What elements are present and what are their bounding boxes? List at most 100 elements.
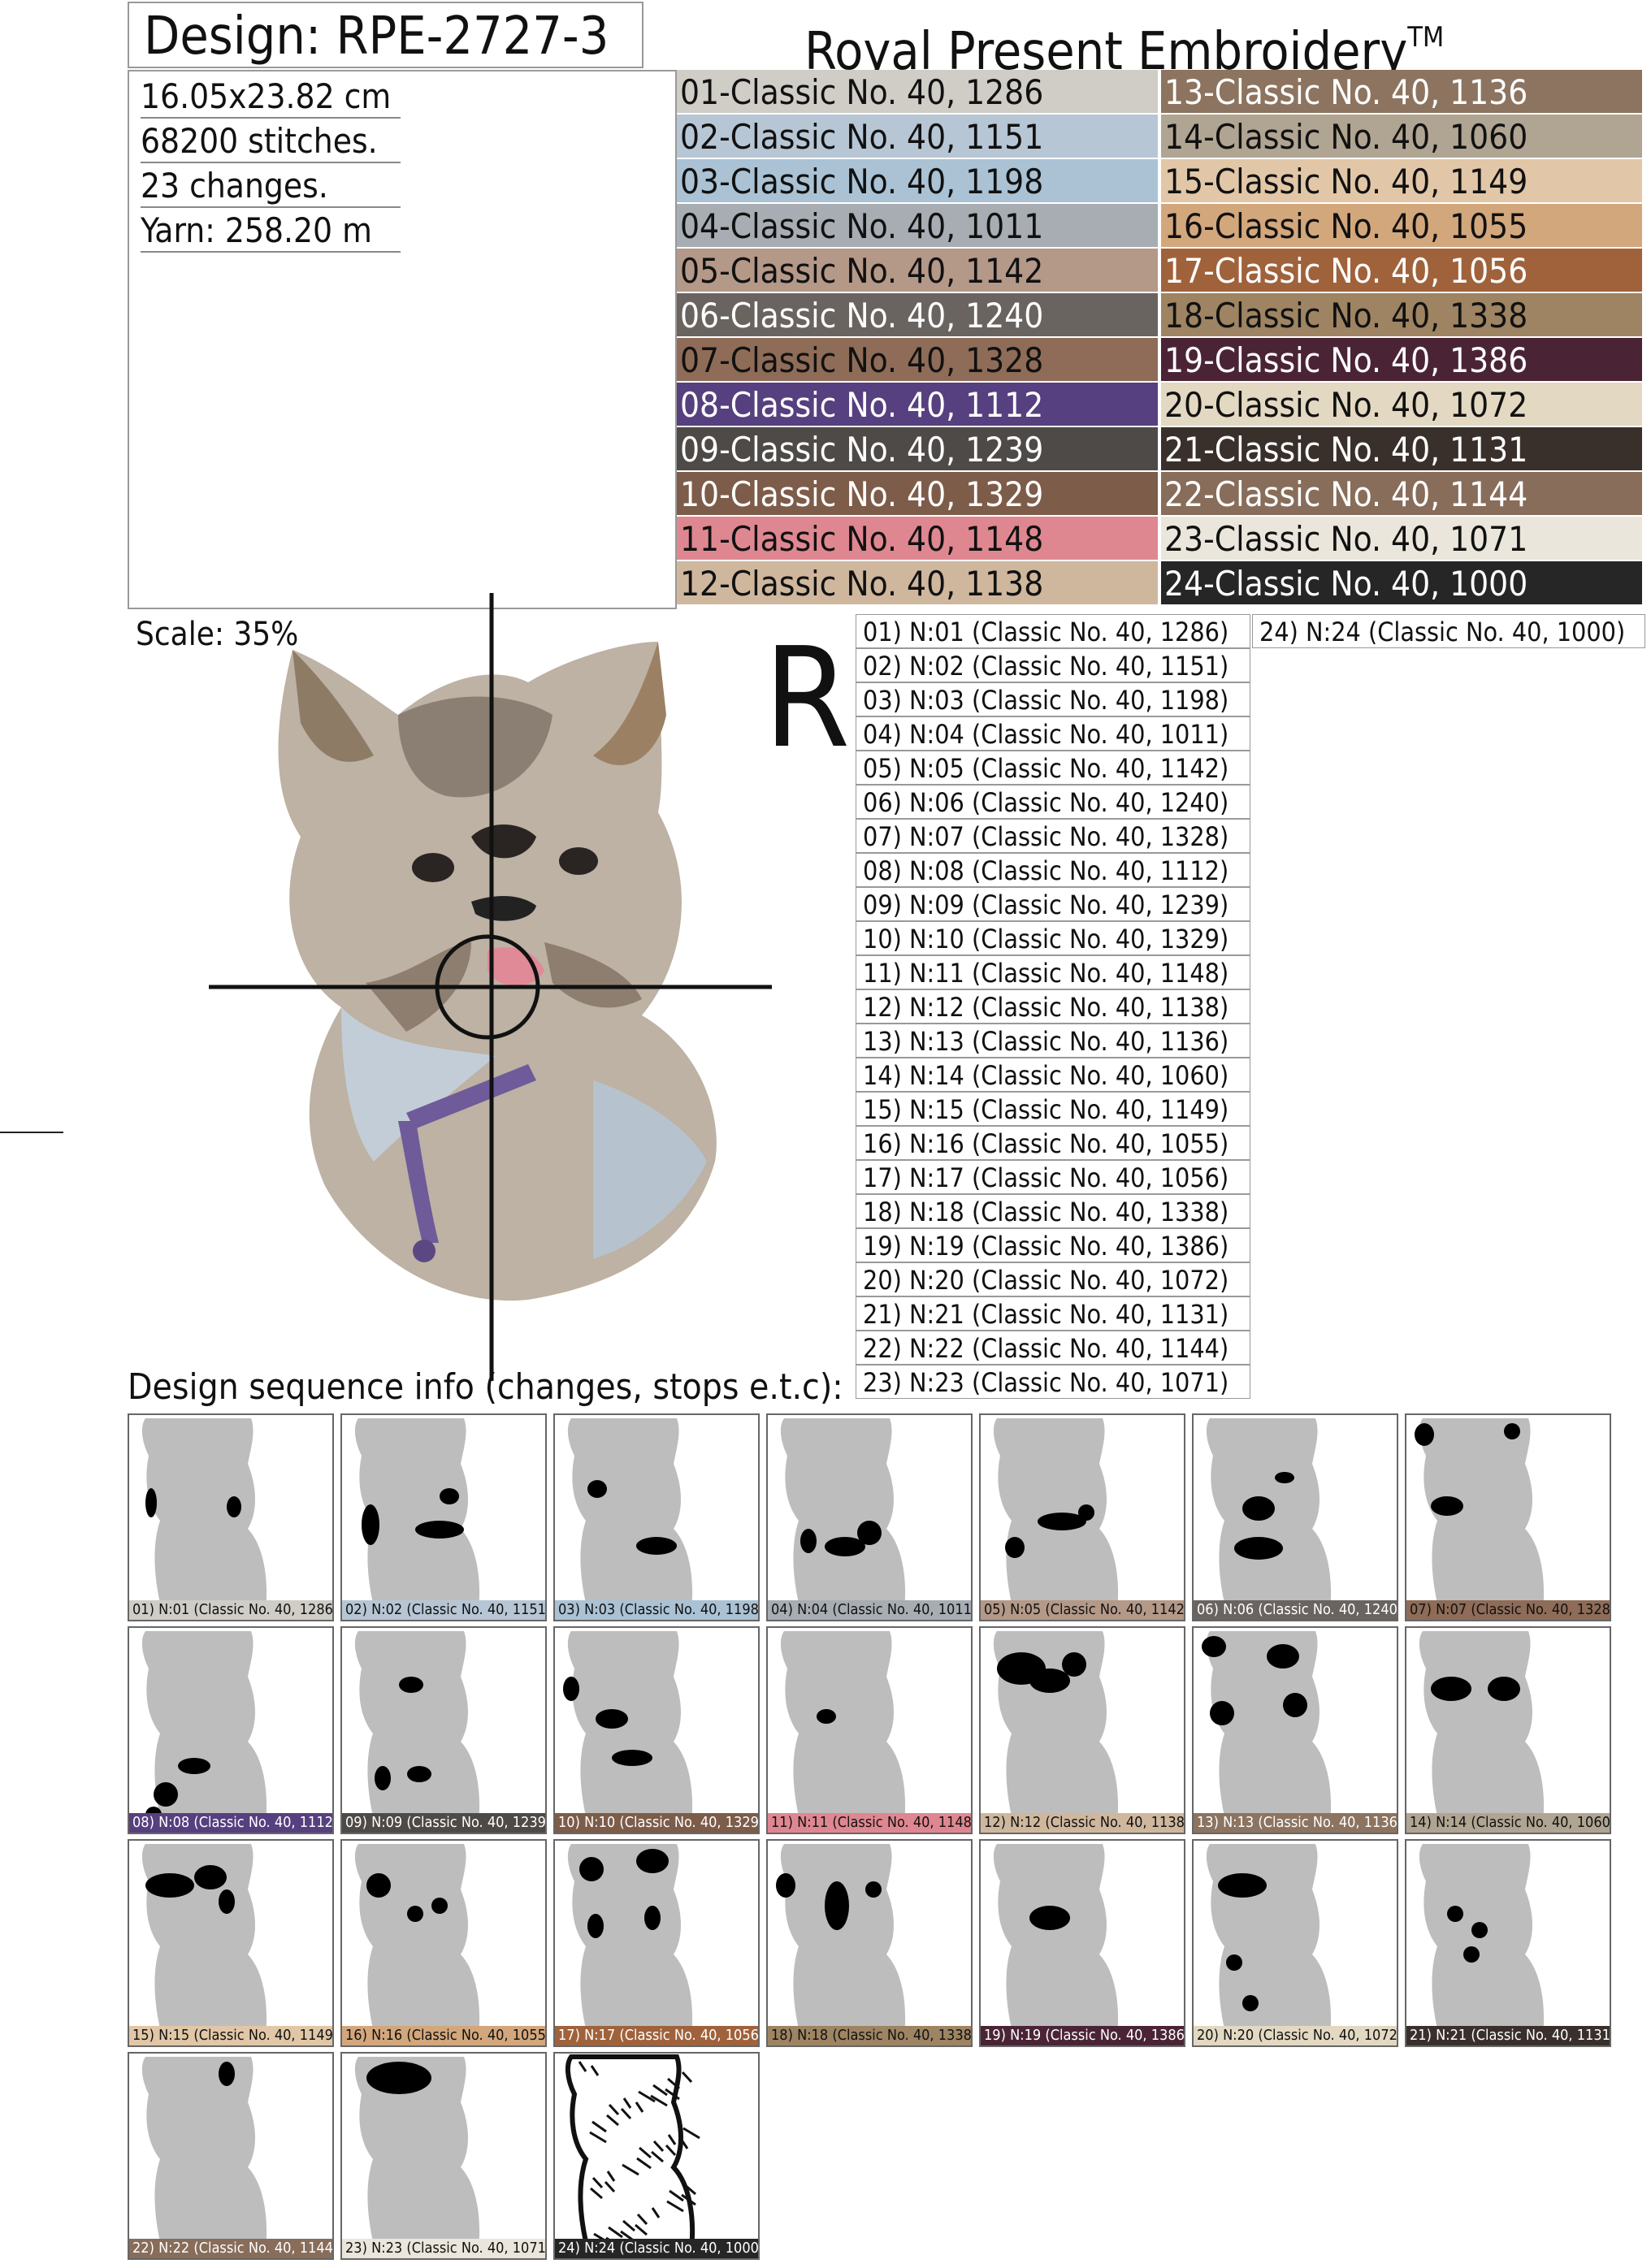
sequence-info-title: Design sequence info (changes, stops e.t… xyxy=(128,1366,843,1408)
thumbnail-image xyxy=(993,1631,1119,1815)
sequence-item-23: 23) N:23 (Classic No. 40, 1071) xyxy=(856,1365,1250,1399)
palette-color-21: 21-Classic No. 40, 1131 xyxy=(1161,427,1642,470)
design-info-box: 16.05x23.82 cm 68200 stitches. 23 change… xyxy=(128,70,677,609)
thumbnail-label: 14) N:14 (Classic No. 40, 1060) xyxy=(1406,1813,1610,1833)
design-id-title: Design: RPE-2727-3 xyxy=(128,2,644,68)
thumbnail-08: 08) N:08 (Classic No. 40, 1112) xyxy=(128,1626,334,1834)
thumbnail-label: 12) N:12 (Classic No. 40, 1138) xyxy=(981,1813,1184,1833)
palette-color-10: 10-Classic No. 40, 1329 xyxy=(677,472,1158,515)
palette-color-06: 06-Classic No. 40, 1240 xyxy=(677,293,1158,336)
sequence-item-02: 02) N:02 (Classic No. 40, 1151) xyxy=(856,648,1250,682)
thumbnail-label: 23) N:23 (Classic No. 40, 1071) xyxy=(342,2239,545,2258)
sequence-item-20: 20) N:20 (Classic No. 40, 1072) xyxy=(856,1262,1250,1296)
thumbnail-label: 05) N:05 (Classic No. 40, 1142) xyxy=(981,1600,1184,1620)
thumbnail-01: 01) N:01 (Classic No. 40, 1286) xyxy=(128,1413,334,1621)
thumbnail-label: 17) N:17 (Classic No. 40, 1056) xyxy=(555,2026,758,2045)
thumbnail-image xyxy=(1419,1631,1545,1815)
palette-color-11: 11-Classic No. 40, 1148 xyxy=(677,517,1158,560)
thumbnail-06: 06) N:06 (Classic No. 40, 1240) xyxy=(1192,1413,1398,1621)
thumbnail-label: 10) N:10 (Classic No. 40, 1329) xyxy=(555,1813,758,1833)
thumbnail-12: 12) N:12 (Classic No. 40, 1138) xyxy=(979,1626,1185,1834)
thumbnail-label: 09) N:09 (Classic No. 40, 1239) xyxy=(342,1813,545,1833)
thumbnail-image xyxy=(141,1418,267,1602)
palette-color-23: 23-Classic No. 40, 1071 xyxy=(1161,517,1642,560)
thumbnail-label: 16) N:16 (Classic No. 40, 1055) xyxy=(342,2026,545,2045)
thumbnail-17: 17) N:17 (Classic No. 40, 1056) xyxy=(553,1839,760,2047)
reverse-mark: R xyxy=(764,618,851,779)
scale-label: Scale: 35% xyxy=(136,616,299,653)
thumbnail-22: 22) N:22 (Classic No. 40, 1144) xyxy=(128,2052,334,2260)
thumbnail-image xyxy=(141,1631,267,1815)
thumbnail-label: 07) N:07 (Classic No. 40, 1328) xyxy=(1406,1600,1610,1620)
thread-palette: 01-Classic No. 40, 1286 02-Classic No. 40… xyxy=(677,70,1644,609)
sequence-item-21: 21) N:21 (Classic No. 40, 1131) xyxy=(856,1296,1250,1331)
thumbnail-16: 16) N:16 (Classic No. 40, 1055) xyxy=(340,1839,547,2047)
palette-color-17: 17-Classic No. 40, 1056 xyxy=(1161,249,1642,292)
thumbnail-image xyxy=(563,1631,693,1815)
palette-color-13: 13-Classic No. 40, 1136 xyxy=(1161,70,1642,113)
sequence-item-09: 09) N:09 (Classic No. 40, 1239) xyxy=(856,887,1250,921)
thumbnail-image xyxy=(565,2054,700,2240)
palette-color-08: 08-Classic No. 40, 1112 xyxy=(677,383,1158,426)
thumbnail-label: 11) N:11 (Classic No. 40, 1148) xyxy=(768,1813,971,1833)
thumbnail-label: 15) N:15 (Classic No. 40, 1149) xyxy=(129,2026,332,2045)
thumbnail-image xyxy=(993,1844,1119,2028)
thumbnail-image xyxy=(780,1631,906,1815)
thumbnail-14: 14) N:14 (Classic No. 40, 1060) xyxy=(1405,1626,1611,1834)
thumbnail-image xyxy=(354,1844,480,2028)
thumbnail-label: 01) N:01 (Classic No. 40, 1286) xyxy=(129,1600,332,1620)
thumbnail-image xyxy=(1206,1418,1332,1602)
side-marker xyxy=(0,1132,63,1133)
thumbnail-label: 03) N:03 (Classic No. 40, 1198) xyxy=(555,1600,758,1620)
sequence-item-13: 13) N:13 (Classic No. 40, 1136) xyxy=(856,1024,1250,1058)
palette-color-20: 20-Classic No. 40, 1072 xyxy=(1161,383,1642,426)
thumbnail-image xyxy=(1419,1844,1545,2028)
thumbnail-13: 13) N:13 (Classic No. 40, 1136) xyxy=(1192,1626,1398,1834)
thumbnail-05: 05) N:05 (Classic No. 40, 1142) xyxy=(979,1413,1185,1621)
thumbnail-11: 11) N:11 (Classic No. 40, 1148) xyxy=(766,1626,973,1834)
sequence-item-10: 10) N:10 (Classic No. 40, 1329) xyxy=(856,921,1250,955)
design-size: 16.05x23.82 cm xyxy=(141,76,401,119)
thumbnail-label: 20) N:20 (Classic No. 40, 1072) xyxy=(1194,2026,1397,2045)
thumbnail-image xyxy=(141,1844,267,2028)
thumbnail-15: 15) N:15 (Classic No. 40, 1149) xyxy=(128,1839,334,2047)
thumbnail-24: 24) N:24 (Classic No. 40, 1000) xyxy=(553,2052,760,2260)
thumbnail-image xyxy=(141,2057,267,2240)
sequence-item-16: 16) N:16 (Classic No. 40, 1055) xyxy=(856,1126,1250,1160)
thumbnail-03: 03) N:03 (Classic No. 40, 1198) xyxy=(553,1413,760,1621)
palette-color-15: 15-Classic No. 40, 1149 xyxy=(1161,159,1642,202)
palette-color-16: 16-Classic No. 40, 1055 xyxy=(1161,204,1642,247)
thumbnail-21: 21) N:21 (Classic No. 40, 1131) xyxy=(1405,1839,1611,2047)
thumbnail-label: 24) N:24 (Classic No. 40, 1000) xyxy=(555,2239,758,2258)
thumbnail-image xyxy=(1206,1844,1332,2028)
thumbnail-label: 19) N:19 (Classic No. 40, 1386) xyxy=(981,2026,1184,2045)
palette-color-07: 07-Classic No. 40, 1328 xyxy=(677,338,1158,381)
thumbnail-23: 23) N:23 (Classic No. 40, 1071) xyxy=(340,2052,547,2260)
sequence-item-05: 05) N:05 (Classic No. 40, 1142) xyxy=(856,751,1250,785)
thumbnail-image xyxy=(776,1844,906,2028)
sequence-item-22: 22) N:22 (Classic No. 40, 1144) xyxy=(856,1331,1250,1365)
thumbnail-label: 06) N:06 (Classic No. 40, 1240) xyxy=(1194,1600,1397,1620)
palette-color-19: 19-Classic No. 40, 1386 xyxy=(1161,338,1642,381)
thumbnail-07: 07) N:07 (Classic No. 40, 1328) xyxy=(1405,1413,1611,1621)
palette-color-18: 18-Classic No. 40, 1338 xyxy=(1161,293,1642,336)
sequence-item-11: 11) N:11 (Classic No. 40, 1148) xyxy=(856,955,1250,989)
palette-color-03: 03-Classic No. 40, 1198 xyxy=(677,159,1158,202)
sequence-item-03: 03) N:03 (Classic No. 40, 1198) xyxy=(856,682,1250,716)
thumbnail-image xyxy=(993,1418,1119,1602)
thumbnail-label: 08) N:08 (Classic No. 40, 1112) xyxy=(129,1813,332,1833)
stitch-count: 68200 stitches. xyxy=(141,121,401,163)
sequence-item-08: 08) N:08 (Classic No. 40, 1112) xyxy=(856,853,1250,887)
palette-color-24: 24-Classic No. 40, 1000 xyxy=(1161,561,1642,604)
thumbnail-label: 13) N:13 (Classic No. 40, 1136) xyxy=(1194,1813,1397,1833)
palette-color-09: 09-Classic No. 40, 1239 xyxy=(677,427,1158,470)
thumbnail-image xyxy=(354,1631,480,1815)
palette-color-14: 14-Classic No. 40, 1060 xyxy=(1161,115,1642,158)
sequence-item-18: 18) N:18 (Classic No. 40, 1338) xyxy=(856,1194,1250,1228)
sequence-item-04: 04) N:04 (Classic No. 40, 1011) xyxy=(856,716,1250,751)
thumbnail-10: 10) N:10 (Classic No. 40, 1329) xyxy=(553,1626,760,1834)
thumbnail-image xyxy=(1415,1418,1545,1602)
palette-color-22: 22-Classic No. 40, 1144 xyxy=(1161,472,1642,515)
thumbnail-label: 04) N:04 (Classic No. 40, 1011) xyxy=(768,1600,971,1620)
sequence-item-07: 07) N:07 (Classic No. 40, 1328) xyxy=(856,819,1250,853)
